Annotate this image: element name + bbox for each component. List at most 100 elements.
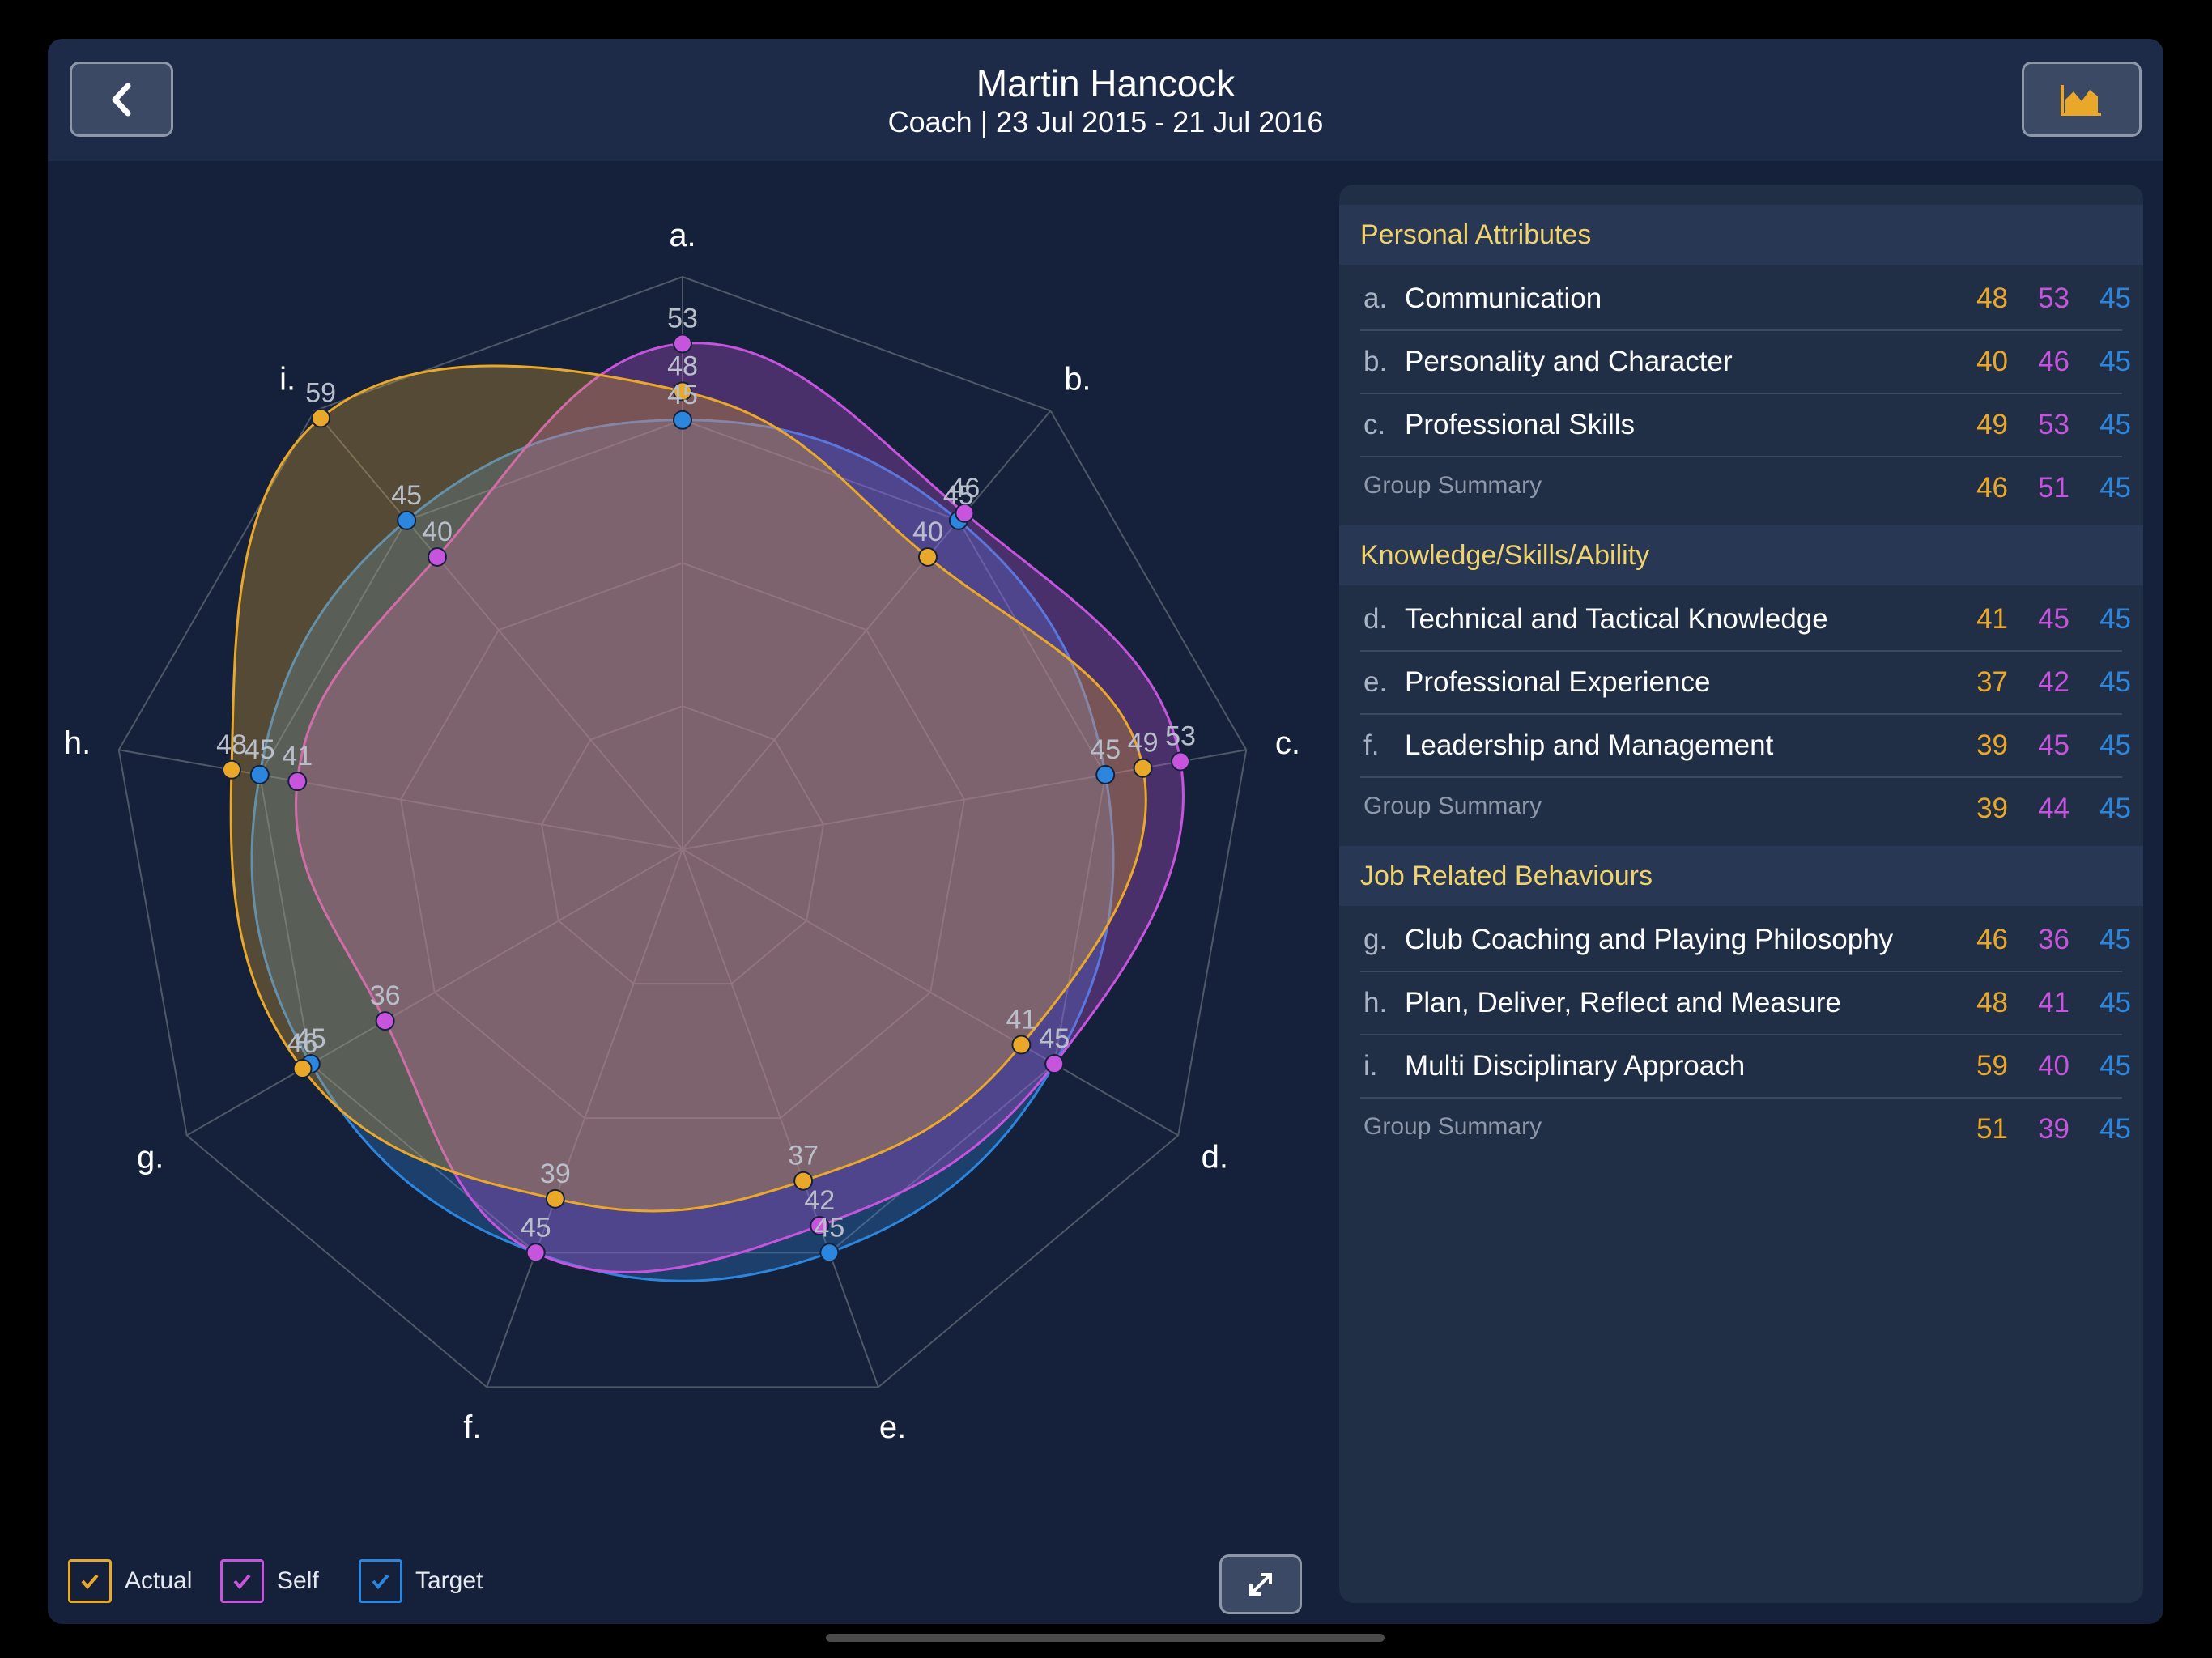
score-row[interactable]: d. Technical and Tactical Knowledge 41 45 45 bbox=[1339, 589, 2143, 652]
data-point-self[interactable] bbox=[673, 334, 692, 354]
score-row[interactable]: a. Communication 48 53 45 bbox=[1339, 268, 2143, 331]
target-value: 45 bbox=[2099, 603, 2131, 635]
data-point-actual[interactable] bbox=[221, 759, 241, 780]
row-divider bbox=[1360, 1097, 2122, 1099]
row-index: i. bbox=[1363, 1050, 1378, 1082]
legend-label: Actual bbox=[125, 1567, 193, 1594]
data-point-self[interactable] bbox=[525, 1243, 546, 1263]
row-divider bbox=[1360, 456, 2122, 457]
summary-actual: 51 bbox=[1976, 1113, 2008, 1145]
score-row[interactable]: i. Multi Disciplinary Approach 59 40 45 bbox=[1339, 1035, 2143, 1099]
legend-checkbox[interactable] bbox=[359, 1559, 402, 1603]
data-point-target[interactable] bbox=[819, 1243, 840, 1263]
data-label: 49 bbox=[1128, 728, 1159, 759]
data-point-actual[interactable] bbox=[917, 546, 938, 567]
checkmark-icon bbox=[81, 1574, 99, 1590]
data-point-actual[interactable] bbox=[673, 381, 692, 402]
summary-actual: 39 bbox=[1976, 793, 2008, 824]
data-point-target[interactable] bbox=[397, 510, 417, 530]
axis-label: d. bbox=[1202, 1140, 1228, 1175]
row-index: h. bbox=[1363, 987, 1388, 1018]
data-point-target[interactable] bbox=[249, 764, 270, 784]
row-divider bbox=[1360, 393, 2122, 394]
data-point-self[interactable] bbox=[375, 1011, 395, 1031]
grid-spoke bbox=[486, 848, 683, 1388]
chevron-left-icon bbox=[112, 83, 131, 116]
data-label: 41 bbox=[282, 741, 313, 772]
grid-ring bbox=[540, 705, 825, 985]
section-header: Job Related Behaviours bbox=[1339, 846, 2143, 906]
actual-value: 39 bbox=[1976, 729, 2008, 761]
row-index: d. bbox=[1363, 603, 1388, 635]
data-label: 46 bbox=[287, 1028, 318, 1059]
row-index: g. bbox=[1363, 924, 1388, 955]
row-name: Communication bbox=[1405, 283, 1602, 314]
self-value: 40 bbox=[2038, 1050, 2069, 1082]
expand-icon bbox=[1249, 1573, 1272, 1596]
actual-value: 46 bbox=[1976, 924, 2008, 955]
self-value: 45 bbox=[2038, 729, 2069, 761]
axis-label: g. bbox=[137, 1140, 164, 1175]
axis-label: c. bbox=[1275, 725, 1300, 761]
data-point-actual[interactable] bbox=[545, 1188, 565, 1209]
score-row[interactable]: e. Professional Experience 37 42 45 bbox=[1339, 652, 2143, 715]
score-row[interactable]: c. Professional Skills 49 53 45 bbox=[1339, 394, 2143, 457]
data-label: 45 bbox=[245, 734, 275, 765]
data-label: 53 bbox=[667, 303, 698, 334]
section-header: Personal Attributes bbox=[1339, 205, 2143, 265]
actual-value: 59 bbox=[1976, 1050, 2008, 1082]
score-row[interactable]: b. Personality and Character 40 46 45 bbox=[1339, 331, 2143, 394]
row-name: Plan, Deliver, Reflect and Measure bbox=[1405, 987, 1841, 1018]
data-point-actual[interactable] bbox=[311, 408, 331, 428]
data-point-actual[interactable] bbox=[793, 1171, 814, 1191]
summary-target: 45 bbox=[2099, 472, 2131, 504]
data-point-self[interactable] bbox=[1044, 1054, 1065, 1074]
section-header: Knowledge/Skills/Ability bbox=[1339, 525, 2143, 585]
app-window: Martin Hancock Coach | 23 Jul 2015 - 21 … bbox=[48, 39, 2163, 1624]
data-point-self[interactable] bbox=[955, 503, 975, 523]
data-point-self[interactable] bbox=[428, 546, 448, 567]
data-point-self[interactable] bbox=[287, 772, 308, 792]
data-label: 36 bbox=[370, 980, 401, 1011]
data-point-self[interactable] bbox=[1171, 751, 1191, 772]
data-point-target[interactable] bbox=[1095, 764, 1116, 784]
self-value: 53 bbox=[2038, 283, 2069, 314]
target-value: 45 bbox=[2099, 283, 2131, 314]
data-point-actual[interactable] bbox=[292, 1059, 313, 1079]
data-point-actual[interactable] bbox=[1011, 1035, 1032, 1055]
row-divider bbox=[1360, 713, 2122, 715]
grid-ring bbox=[258, 419, 1107, 1254]
score-row[interactable]: f. Leadership and Management 39 45 45 bbox=[1339, 715, 2143, 778]
grid-spoke bbox=[682, 410, 1052, 850]
data-label: 46 bbox=[949, 473, 980, 504]
score-row[interactable]: g. Club Coaching and Playing Philosophy 46… bbox=[1339, 909, 2143, 972]
back-button[interactable] bbox=[70, 62, 173, 137]
self-value: 36 bbox=[2038, 924, 2069, 955]
page-subtitle: Coach | 23 Jul 2015 - 21 Jul 2016 bbox=[887, 105, 1324, 138]
data-label: 53 bbox=[1165, 721, 1196, 752]
legend-checkbox[interactable] bbox=[220, 1559, 264, 1603]
data-point-actual[interactable] bbox=[1133, 758, 1153, 778]
row-index: b. bbox=[1363, 346, 1388, 377]
legend-checkbox[interactable] bbox=[68, 1559, 112, 1603]
grid-spoke bbox=[682, 848, 1179, 1137]
self-value: 45 bbox=[2038, 603, 2069, 635]
score-row[interactable]: h. Plan, Deliver, Reflect and Measure 48 41… bbox=[1339, 972, 2143, 1035]
row-index: e. bbox=[1363, 666, 1388, 698]
data-point-target[interactable] bbox=[673, 410, 692, 430]
row-name: Professional Skills bbox=[1405, 409, 1635, 440]
checkmark-icon bbox=[233, 1574, 251, 1590]
actual-value: 48 bbox=[1976, 283, 2008, 314]
data-point-self[interactable] bbox=[810, 1216, 830, 1236]
radar-grid bbox=[117, 275, 1248, 1388]
summary-target: 45 bbox=[2099, 1113, 2131, 1145]
expand-button[interactable] bbox=[1219, 1554, 1302, 1614]
row-divider bbox=[1360, 329, 2122, 331]
chart-view-button[interactable] bbox=[2022, 62, 2142, 137]
target-value: 45 bbox=[2099, 987, 2131, 1018]
data-label: 45 bbox=[1039, 1023, 1070, 1054]
row-name: Multi Disciplinary Approach bbox=[1405, 1050, 1746, 1082]
self-value: 42 bbox=[2038, 666, 2069, 698]
data-label: 42 bbox=[804, 1185, 835, 1216]
actual-value: 48 bbox=[1976, 987, 2008, 1018]
